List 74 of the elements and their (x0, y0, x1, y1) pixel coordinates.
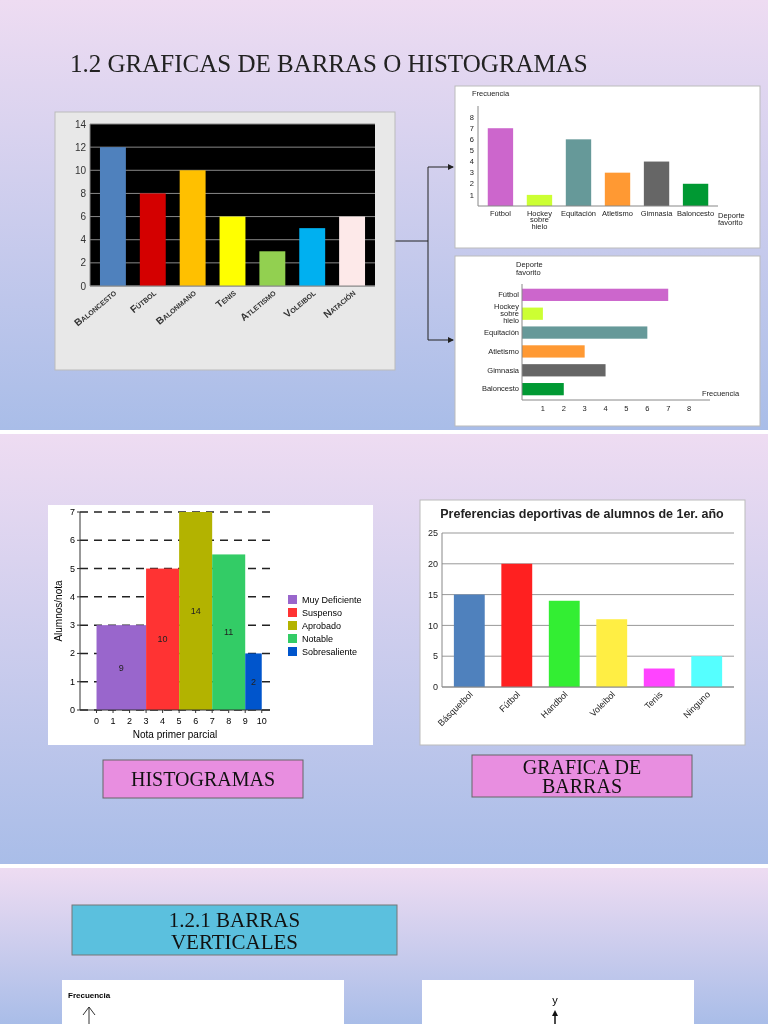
x-tick-label: 7 (209, 716, 215, 726)
y-tick-label: 15 (427, 589, 438, 600)
bar (596, 619, 628, 687)
bar (522, 364, 606, 377)
x-tick-label: 0 (94, 716, 100, 726)
annotation: 11 (224, 627, 234, 638)
bar (522, 383, 564, 396)
y-tick-label: 25 (427, 528, 438, 539)
x-tick-label: 2 (127, 716, 133, 726)
legend-label: Muy Deficiente (302, 595, 362, 605)
y-tick-label: 3 (69, 620, 75, 631)
bar (453, 594, 485, 687)
y-tick-label: 14 (74, 118, 87, 130)
legend-label: Suspenso (302, 608, 343, 618)
bar (643, 161, 670, 206)
y-tick-label: 5 (69, 563, 75, 574)
bar (565, 139, 592, 206)
legend-label: Notable (302, 634, 334, 644)
chart-title: 1.2 GRAFICAS DE BARRAS O HISTOGRAMAS (70, 50, 588, 77)
legend-label: Sobresaliente (302, 647, 358, 657)
bar (339, 216, 366, 286)
legend-label: Aprobado (302, 621, 342, 631)
x-tick-label: 3 (143, 716, 149, 726)
y-tick-label: 10 (74, 164, 87, 176)
chart-title: Preferencias deportivas de alumnos de 1er. año (440, 507, 725, 521)
y-tick-label: 20 (427, 558, 438, 569)
bar (179, 170, 206, 286)
bar (691, 656, 723, 687)
text: y (552, 994, 559, 1006)
bar (259, 251, 286, 286)
y-tick-label: 8 (80, 187, 87, 199)
bar (487, 128, 514, 206)
bar (682, 183, 709, 206)
x-tick-label: 6 (193, 716, 199, 726)
text: 1.2.1 BARRAS VERTICALES (168, 908, 301, 954)
bar (522, 307, 543, 320)
text: GRAFICA DE BARRAS (522, 756, 642, 797)
y-tick-label: 10 (427, 620, 438, 631)
annotation: 14 (190, 606, 201, 616)
y-tick-label: 4 (69, 591, 75, 602)
y-tick-label: 2 (69, 648, 75, 659)
annotation: 9 (118, 662, 124, 673)
bar (99, 147, 126, 286)
bar (522, 326, 648, 339)
bar (219, 216, 246, 286)
bar (522, 288, 669, 301)
bar (643, 668, 675, 687)
bar (604, 172, 631, 206)
x-axis-title: Nota primer parcial (132, 729, 218, 740)
x-tick-label: 9 (242, 716, 248, 726)
annotation: 10 (157, 634, 168, 645)
y-tick-label: 5 (432, 651, 438, 662)
bar (501, 563, 533, 687)
x-tick-label: 5 (176, 716, 182, 726)
x-tick-label: 1 (110, 716, 116, 726)
y-tick-label: 1 (69, 676, 75, 687)
bar (548, 600, 580, 687)
bar (139, 193, 166, 286)
y-tick-label: 4 (80, 234, 87, 246)
annotation: 2 (250, 676, 256, 687)
bar (299, 228, 326, 286)
y-tick-label: 6 (69, 535, 75, 546)
y-axis-title: Alumnos/nota (53, 579, 64, 642)
text: Frecuencia (68, 991, 111, 1000)
y-tick-label: 7 (69, 507, 75, 517)
y-tick-label: 12 (74, 141, 87, 153)
x-tick-label: 10 (256, 716, 267, 726)
bar (522, 345, 585, 358)
y-tick-label: 2 (80, 257, 87, 269)
text: HISTOGRAMAS (130, 768, 276, 790)
x-tick-label: 8 (226, 716, 232, 726)
x-tick-label: 4 (160, 716, 166, 726)
x-tick-label: Tenis (213, 286, 239, 310)
y-tick-label: 0 (432, 682, 438, 693)
